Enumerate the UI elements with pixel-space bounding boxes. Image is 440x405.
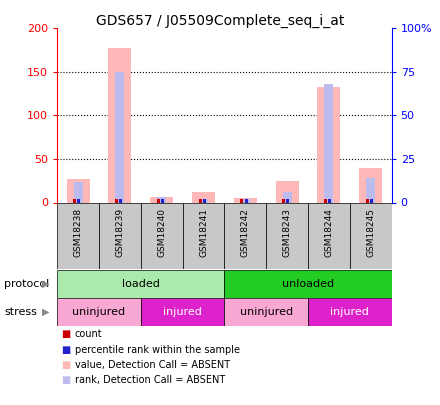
Text: GSM18243: GSM18243 — [282, 208, 292, 257]
Text: ■: ■ — [62, 345, 71, 354]
Text: GDS657 / J05509Complete_seq_i_at: GDS657 / J05509Complete_seq_i_at — [96, 14, 344, 28]
Bar — [328, 199, 331, 202]
Bar — [308, 202, 350, 269]
Bar — [324, 84, 334, 202]
Bar — [73, 199, 76, 202]
Text: percentile rank within the sample: percentile rank within the sample — [75, 345, 240, 354]
Bar — [161, 199, 164, 202]
Bar — [241, 199, 250, 202]
Bar — [115, 72, 125, 202]
Bar — [199, 199, 202, 202]
Bar — [150, 197, 173, 202]
Bar — [366, 178, 375, 202]
Bar — [370, 199, 373, 202]
Bar — [308, 298, 392, 326]
Bar — [282, 199, 285, 202]
Bar — [234, 198, 257, 202]
Text: GSM18242: GSM18242 — [241, 208, 250, 257]
Text: count: count — [75, 329, 103, 339]
Text: injured: injured — [163, 307, 202, 317]
Bar — [73, 181, 83, 202]
Bar — [157, 197, 166, 202]
Bar — [57, 202, 99, 269]
Text: ▶: ▶ — [42, 307, 50, 317]
Bar — [99, 202, 141, 269]
Bar — [282, 192, 292, 202]
Text: GSM18241: GSM18241 — [199, 208, 208, 257]
Text: uninjured: uninjured — [240, 307, 293, 317]
Bar — [224, 270, 392, 298]
Text: ■: ■ — [62, 329, 71, 339]
Bar — [119, 199, 122, 202]
Bar — [141, 298, 224, 326]
Bar — [317, 87, 341, 202]
Bar — [224, 298, 308, 326]
Bar — [192, 192, 215, 202]
Text: GSM18245: GSM18245 — [366, 208, 375, 257]
Bar — [359, 168, 382, 202]
Bar — [183, 202, 224, 269]
Text: uninjured: uninjured — [73, 307, 125, 317]
Text: ■: ■ — [62, 360, 71, 370]
Bar — [245, 199, 248, 202]
Bar — [57, 298, 141, 326]
Text: stress: stress — [4, 307, 37, 317]
Text: unloaded: unloaded — [282, 279, 334, 289]
Bar — [203, 199, 206, 202]
Bar — [241, 199, 243, 202]
Text: protocol: protocol — [4, 279, 50, 289]
Bar — [115, 199, 118, 202]
Bar — [199, 199, 208, 202]
Bar — [224, 202, 266, 269]
Text: ■: ■ — [62, 375, 71, 385]
Text: GSM18244: GSM18244 — [324, 208, 334, 257]
Bar — [366, 199, 369, 202]
Bar — [286, 199, 290, 202]
Bar — [66, 179, 90, 202]
Bar — [157, 199, 160, 202]
Bar — [77, 199, 81, 202]
Text: loaded: loaded — [122, 279, 160, 289]
Bar — [57, 270, 224, 298]
Text: GSM18239: GSM18239 — [115, 208, 125, 257]
Text: GSM18238: GSM18238 — [73, 208, 83, 257]
Bar — [108, 48, 132, 202]
Bar — [266, 202, 308, 269]
Text: rank, Detection Call = ABSENT: rank, Detection Call = ABSENT — [75, 375, 225, 385]
Bar — [275, 181, 299, 202]
Text: ▶: ▶ — [42, 279, 50, 289]
Bar — [350, 202, 392, 269]
Text: value, Detection Call = ABSENT: value, Detection Call = ABSENT — [75, 360, 230, 370]
Bar — [324, 199, 327, 202]
Bar — [141, 202, 183, 269]
Text: GSM18240: GSM18240 — [157, 208, 166, 257]
Text: injured: injured — [330, 307, 369, 317]
